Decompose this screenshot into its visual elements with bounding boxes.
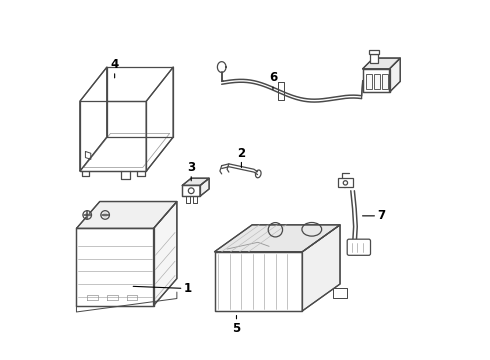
Polygon shape bbox=[363, 58, 400, 69]
Polygon shape bbox=[215, 225, 340, 252]
Text: 7: 7 bbox=[363, 210, 385, 222]
Polygon shape bbox=[302, 225, 340, 311]
Bar bbox=[370, 54, 377, 63]
Text: 1: 1 bbox=[133, 282, 192, 295]
Polygon shape bbox=[76, 228, 153, 306]
Polygon shape bbox=[84, 134, 170, 167]
FancyBboxPatch shape bbox=[347, 239, 370, 255]
Bar bbox=[374, 74, 380, 89]
Polygon shape bbox=[147, 67, 173, 171]
Circle shape bbox=[85, 212, 90, 217]
Polygon shape bbox=[76, 202, 177, 228]
Polygon shape bbox=[200, 178, 209, 196]
Text: 3: 3 bbox=[187, 161, 196, 181]
Circle shape bbox=[102, 212, 108, 217]
Bar bbox=[338, 178, 353, 187]
Polygon shape bbox=[182, 178, 209, 185]
Polygon shape bbox=[215, 252, 302, 311]
Bar bbox=[368, 50, 379, 54]
Polygon shape bbox=[80, 67, 107, 171]
Text: 2: 2 bbox=[237, 147, 245, 167]
Bar bbox=[366, 74, 372, 89]
Bar bbox=[382, 74, 388, 89]
Polygon shape bbox=[80, 101, 147, 171]
Text: 5: 5 bbox=[232, 315, 241, 334]
Text: 6: 6 bbox=[269, 71, 277, 89]
Polygon shape bbox=[153, 202, 177, 306]
Polygon shape bbox=[390, 58, 400, 92]
Polygon shape bbox=[182, 185, 200, 196]
Polygon shape bbox=[363, 69, 390, 92]
Text: 4: 4 bbox=[111, 58, 119, 78]
